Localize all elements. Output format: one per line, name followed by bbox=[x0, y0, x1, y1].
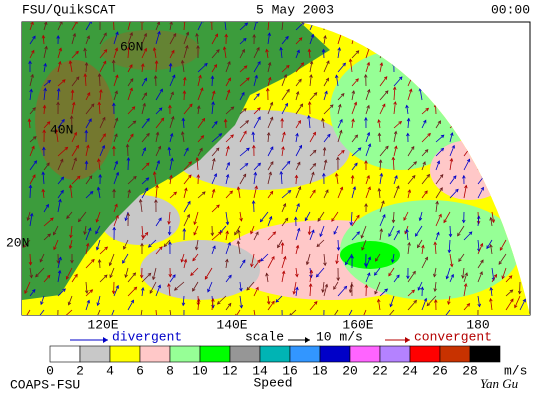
colorbar-label: 22 bbox=[372, 363, 388, 378]
colorbar-label: 18 bbox=[312, 363, 328, 378]
signature: Yan Gu bbox=[480, 376, 519, 391]
wind-arrow-head bbox=[183, 317, 186, 320]
wind-arrow-head bbox=[378, 18, 381, 21]
wind-arrow-head bbox=[170, 316, 173, 319]
legend-scale-value: 10 m/s bbox=[316, 329, 363, 344]
colorbar-label: 6 bbox=[136, 363, 144, 378]
colorbar-label: 0 bbox=[46, 363, 54, 378]
colorbar-swatch bbox=[80, 346, 110, 362]
colorbar-swatch bbox=[170, 346, 200, 362]
colorbar-swatch bbox=[320, 346, 350, 362]
colorbar-swatch bbox=[440, 346, 470, 362]
wind-arrow-head bbox=[155, 316, 158, 319]
wind-arrow bbox=[128, 158, 129, 170]
colorbar-swatch bbox=[380, 346, 410, 362]
wind-arrow-head bbox=[24, 317, 27, 320]
colorbar-swatch bbox=[200, 346, 230, 362]
wind-arrow-head bbox=[282, 18, 285, 21]
lat-label: 40N bbox=[50, 122, 73, 137]
colorbar-swatch bbox=[350, 346, 380, 362]
wind-arrow-head bbox=[56, 320, 59, 323]
colorbar-label: 10 bbox=[192, 363, 208, 378]
legend-convergent: convergent bbox=[414, 329, 492, 344]
colorbar-label: 4 bbox=[106, 363, 114, 378]
colorbar-swatch bbox=[470, 346, 500, 362]
wind-arrow-head bbox=[224, 19, 227, 22]
wind-arrow-head bbox=[62, 316, 65, 319]
wind-arrow-head bbox=[438, 19, 441, 22]
colorbar-swatch bbox=[110, 346, 140, 362]
colorbar-swatch bbox=[290, 346, 320, 362]
divergent-arrow bbox=[103, 337, 108, 343]
wind-arrow-head bbox=[37, 317, 40, 320]
colorbar-swatch bbox=[140, 346, 170, 362]
wind-arrow-head bbox=[139, 320, 142, 323]
patch bbox=[340, 241, 400, 269]
wind-arrow-head bbox=[386, 316, 389, 319]
lat-label: 20N bbox=[6, 235, 29, 250]
colorbar-label: 24 bbox=[402, 363, 418, 378]
lon-label: 140E bbox=[216, 317, 247, 332]
wind-arrow-head bbox=[268, 18, 271, 21]
legend-divergent: divergent bbox=[112, 329, 182, 344]
wind-arrow-head bbox=[281, 317, 284, 320]
wind-arrow bbox=[156, 76, 157, 86]
legend-scale: scale bbox=[245, 329, 284, 344]
wind-arrow-head bbox=[254, 319, 257, 322]
time: 00:00 bbox=[491, 2, 530, 17]
wind-arrow-head bbox=[112, 17, 115, 20]
colorbar-swatch bbox=[230, 346, 260, 362]
wind-arrow-head bbox=[332, 316, 335, 319]
wind-arrow-head bbox=[391, 19, 394, 22]
wind-arrow-head bbox=[443, 316, 446, 319]
lat-label: 60N bbox=[120, 39, 143, 54]
wind-arrow-head bbox=[322, 320, 325, 323]
wind-arrow bbox=[254, 201, 255, 212]
convergent-arrow bbox=[405, 337, 410, 343]
colorbar-swatch bbox=[260, 346, 290, 362]
wind-arrow bbox=[128, 145, 129, 157]
colorbar-label: 2 bbox=[76, 363, 84, 378]
colorbar-swatch bbox=[410, 346, 440, 362]
wind-arrow-head bbox=[323, 19, 326, 22]
wind-arrow-head bbox=[99, 17, 102, 20]
footer-left: COAPS-FSU bbox=[10, 377, 80, 392]
colorbar-title: Speed bbox=[253, 375, 292, 390]
colorbar-label: 20 bbox=[342, 363, 358, 378]
colorbar-label: 28 bbox=[462, 363, 478, 378]
colorbar-label: 12 bbox=[222, 363, 238, 378]
title: FSU/QuikSCAT bbox=[22, 2, 116, 17]
colorbar-label: 8 bbox=[166, 363, 174, 378]
colorbar-swatch bbox=[50, 346, 80, 362]
date: 5 May 2003 bbox=[256, 2, 334, 17]
scale-arrow bbox=[305, 337, 310, 343]
colorbar-label: 26 bbox=[432, 363, 448, 378]
